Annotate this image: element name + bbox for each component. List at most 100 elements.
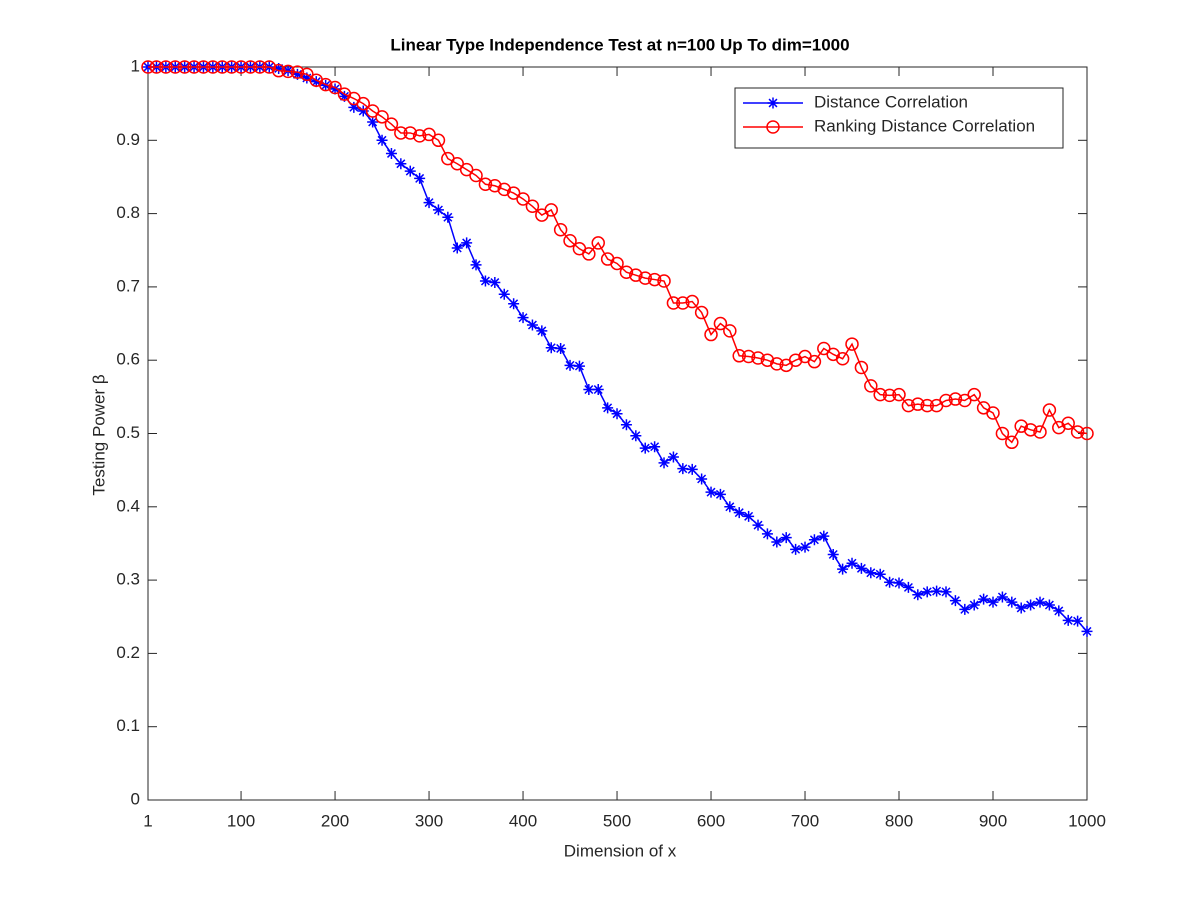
marker bbox=[647, 272, 662, 287]
y-tick-label: 0.4 bbox=[116, 496, 140, 515]
marker bbox=[479, 275, 491, 287]
marker bbox=[884, 576, 896, 588]
marker bbox=[949, 595, 961, 607]
y-tick-label: 0.1 bbox=[116, 716, 140, 735]
marker bbox=[649, 441, 661, 453]
x-tick-label: 1 bbox=[143, 811, 152, 830]
legend-label: Ranking Distance Correlation bbox=[814, 116, 1035, 135]
marker bbox=[629, 268, 643, 282]
marker bbox=[375, 110, 389, 124]
marker bbox=[582, 247, 596, 261]
x-tick-label: 600 bbox=[697, 811, 725, 830]
x-tick-label: 300 bbox=[415, 811, 443, 830]
marker bbox=[318, 77, 333, 92]
x-tick-label: 400 bbox=[509, 811, 537, 830]
x-tick-label: 700 bbox=[791, 811, 819, 830]
marker bbox=[206, 60, 220, 74]
marker bbox=[1005, 435, 1019, 450]
marker bbox=[827, 548, 839, 560]
x-axis-label: Dimension of x bbox=[564, 841, 677, 860]
marker bbox=[517, 312, 529, 324]
x-tick-label: 500 bbox=[603, 811, 631, 830]
marker bbox=[394, 126, 408, 140]
marker bbox=[995, 426, 1010, 441]
marker bbox=[365, 104, 380, 118]
marker bbox=[752, 519, 764, 531]
marker bbox=[743, 510, 755, 522]
marker bbox=[273, 62, 285, 74]
marker bbox=[893, 577, 905, 589]
marker bbox=[1081, 625, 1093, 637]
marker bbox=[423, 197, 435, 209]
marker bbox=[432, 204, 444, 216]
marker bbox=[1015, 602, 1027, 614]
marker bbox=[602, 402, 614, 414]
marker bbox=[516, 192, 530, 206]
marker bbox=[422, 127, 436, 142]
marker bbox=[591, 236, 605, 250]
legend-box bbox=[734, 87, 1064, 149]
marker bbox=[855, 562, 867, 574]
marker bbox=[931, 585, 943, 597]
marker bbox=[461, 237, 473, 249]
marker bbox=[356, 96, 370, 111]
marker bbox=[451, 242, 463, 254]
y-tick-label: 0.2 bbox=[116, 643, 140, 662]
marker bbox=[658, 457, 670, 469]
marker bbox=[149, 60, 164, 74]
marker bbox=[1023, 423, 1038, 437]
marker bbox=[639, 442, 651, 454]
marker bbox=[874, 568, 886, 580]
marker bbox=[395, 158, 407, 170]
y-tick-label: 0.6 bbox=[116, 350, 140, 369]
marker bbox=[611, 408, 623, 420]
marker bbox=[290, 65, 305, 79]
marker bbox=[1042, 403, 1057, 417]
marker bbox=[620, 419, 632, 431]
marker bbox=[544, 203, 558, 217]
marker bbox=[610, 256, 624, 271]
marker bbox=[1053, 605, 1065, 617]
marker bbox=[817, 341, 831, 356]
marker bbox=[536, 325, 548, 337]
marker bbox=[1025, 599, 1037, 611]
marker bbox=[177, 60, 192, 74]
marker bbox=[902, 581, 914, 593]
marker bbox=[300, 67, 314, 82]
marker bbox=[761, 528, 773, 540]
marker bbox=[1070, 425, 1085, 439]
y-axis-label: Testing Power β bbox=[89, 374, 108, 495]
marker bbox=[713, 316, 728, 331]
x-tick-label: 100 bbox=[227, 811, 255, 830]
marker bbox=[338, 90, 350, 102]
marker bbox=[385, 147, 397, 159]
marker bbox=[187, 60, 201, 74]
marker bbox=[959, 603, 971, 615]
marker bbox=[367, 116, 379, 128]
marker bbox=[987, 596, 999, 608]
y-tick-label: 0.8 bbox=[116, 203, 140, 222]
x-tick-label: 800 bbox=[885, 811, 913, 830]
marker bbox=[771, 536, 783, 548]
marker bbox=[291, 68, 303, 80]
marker bbox=[168, 60, 183, 74]
y-tick-label: 0.5 bbox=[116, 423, 140, 442]
marker bbox=[412, 129, 427, 143]
marker bbox=[215, 60, 230, 74]
marker bbox=[592, 384, 604, 396]
marker bbox=[808, 534, 820, 546]
marker bbox=[657, 274, 671, 288]
marker bbox=[788, 353, 803, 367]
marker bbox=[724, 501, 736, 513]
marker bbox=[489, 277, 501, 289]
marker bbox=[414, 172, 426, 184]
marker bbox=[1072, 615, 1084, 627]
marker bbox=[506, 186, 521, 200]
marker bbox=[921, 586, 933, 598]
marker bbox=[469, 168, 483, 183]
marker bbox=[564, 359, 576, 371]
marker bbox=[478, 177, 493, 192]
y-tick-label: 0.9 bbox=[116, 130, 140, 149]
marker bbox=[583, 384, 595, 396]
marker bbox=[948, 392, 963, 406]
